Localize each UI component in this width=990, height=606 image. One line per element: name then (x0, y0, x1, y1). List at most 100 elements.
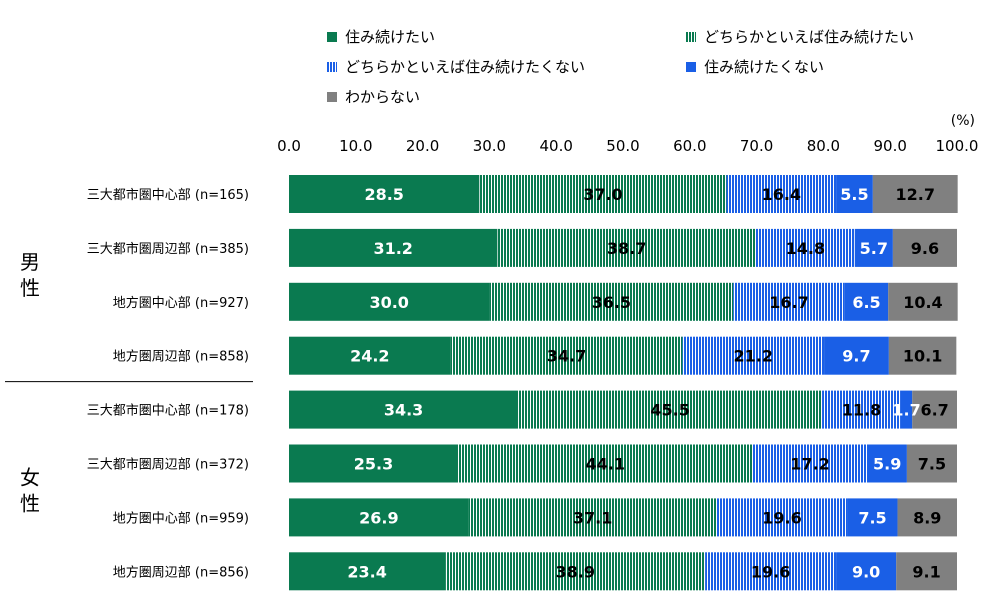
bar-segment (682, 336, 825, 375)
data-label: 16.4 (762, 185, 801, 204)
category-label: 三大都市圏中心部 (n=165) (87, 187, 249, 203)
bar-segment (479, 175, 727, 213)
data-label: 6.7 (920, 401, 948, 420)
data-label: 1.7 (892, 401, 920, 420)
data-label: 11.8 (842, 401, 881, 420)
data-label: 5.7 (860, 239, 888, 258)
legend-swatch-striped-green (686, 31, 696, 42)
bar-segment (824, 336, 889, 375)
bar-segment (468, 498, 717, 537)
data-label: 34.7 (547, 347, 586, 366)
bar-segment (872, 175, 958, 213)
x-tick-label: 20.0 (406, 137, 439, 155)
bar-segment (836, 175, 873, 213)
data-label: 24.2 (350, 347, 389, 366)
category-label: 地方圏中心部 (n=927) (113, 295, 249, 311)
bar-segment (489, 282, 734, 321)
legend-label: 住み続けたい (345, 28, 436, 46)
bar-segment (897, 498, 957, 537)
bar-segment (888, 336, 957, 375)
bar-segment (822, 390, 901, 429)
data-label: 12.7 (896, 185, 935, 204)
data-label: 5.9 (873, 455, 901, 474)
data-label: 16.7 (769, 293, 808, 312)
bar-segment (289, 175, 480, 213)
bar-segment (497, 228, 756, 267)
bar-segment (900, 390, 913, 429)
data-label: 5.5 (840, 185, 868, 204)
group-label: 男性 (20, 250, 40, 300)
data-label: 7.5 (918, 455, 946, 474)
data-label: 31.2 (373, 239, 412, 258)
data-label: 19.6 (751, 562, 790, 581)
data-label: 19.6 (762, 508, 801, 527)
bar-segment (289, 336, 451, 375)
data-label: 6.5 (852, 293, 880, 312)
category-label: 三大都市圏周辺部 (n=385) (87, 241, 249, 257)
data-label: 10.1 (903, 347, 942, 366)
data-label: 36.5 (592, 293, 631, 312)
bar-segment (726, 175, 837, 213)
category-label: 地方圏周辺部 (n=858) (113, 349, 249, 365)
bar-segment (867, 444, 907, 483)
data-label: 38.7 (607, 239, 646, 258)
bar-segment (755, 228, 855, 267)
data-label: 21.2 (734, 347, 773, 366)
legend-item-series-4: 住み続けたくない (686, 56, 824, 77)
legend-label: どちらかといえば住み続けたい (704, 28, 915, 46)
bar-segment (289, 552, 446, 591)
legend-swatch-striped-blue (327, 61, 337, 72)
data-label: 25.3 (354, 455, 393, 474)
bar-segment (445, 552, 706, 591)
legend-swatch-solid-blue (686, 61, 696, 72)
data-label: 38.9 (555, 562, 594, 581)
x-tick-label: 40.0 (539, 137, 572, 155)
x-tick-label: 50.0 (606, 137, 639, 155)
unit-label: (%) (951, 113, 975, 129)
category-label: 地方圏周辺部 (n=856) (113, 564, 249, 580)
bar-segment (458, 444, 753, 483)
bar-segment (289, 282, 490, 321)
data-label: 10.4 (903, 293, 942, 312)
category-label: 三大都市圏中心部 (n=178) (87, 403, 249, 419)
x-tick-label: 0.0 (277, 137, 301, 155)
bar-segment (450, 336, 683, 375)
legend-item-series-1: 住み続けたい (327, 26, 435, 47)
data-label: 37.1 (573, 508, 612, 527)
bar-segment (847, 498, 898, 537)
legend-label: 住み続けたくない (704, 58, 825, 76)
legend-swatch-solid-green (327, 31, 337, 42)
category-label: 地方圏中心部 (n=959) (113, 510, 249, 526)
bar-segment (892, 228, 957, 267)
data-label: 7.5 (858, 508, 886, 527)
x-tick-label: 30.0 (473, 137, 506, 155)
data-label: 8.9 (913, 508, 941, 527)
data-label: 17.2 (790, 455, 829, 474)
data-label: 23.4 (347, 562, 386, 581)
bar-segment (716, 498, 848, 537)
category-label: 三大都市圏周辺部 (n=372) (87, 457, 249, 473)
data-label: 44.1 (586, 455, 625, 474)
x-tick-label: 60.0 (673, 137, 706, 155)
bar-segment (289, 228, 498, 267)
x-tick-label: 10.0 (339, 137, 372, 155)
bar-segment (733, 282, 845, 321)
data-label: 26.9 (359, 508, 398, 527)
bar-segment (705, 552, 837, 591)
data-label: 30.0 (369, 293, 408, 312)
data-label: 37.0 (583, 185, 622, 204)
data-label: 34.3 (384, 401, 423, 420)
x-tick-label: 70.0 (740, 137, 773, 155)
bar-segment (518, 390, 823, 429)
data-label: 14.8 (786, 239, 825, 258)
legend-item-series-2: どちらかといえば住み続けたい (686, 26, 914, 47)
bar-segment (289, 444, 459, 483)
bar-segment (906, 444, 957, 483)
bar-segment (888, 282, 958, 321)
legend-item-series-3: どちらかといえば住み続けたくない (327, 56, 585, 77)
bar-segment (896, 552, 957, 591)
bar-segment (836, 552, 897, 591)
group-label: 女性 (20, 465, 40, 515)
bar-segment (912, 390, 957, 429)
